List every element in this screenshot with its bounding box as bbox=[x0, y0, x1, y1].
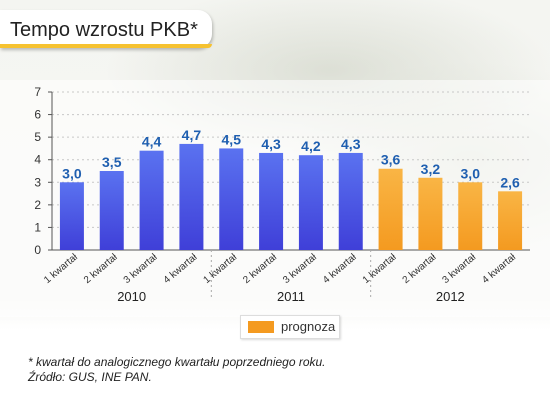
bar bbox=[99, 171, 124, 250]
bar-value-label: 3,0 bbox=[461, 165, 481, 181]
x-tick-label: 3 kwartał bbox=[122, 251, 160, 286]
y-tick-label: 0 bbox=[34, 243, 41, 257]
bar-value-label: 3,5 bbox=[102, 154, 122, 170]
bar-value-label: 3,0 bbox=[62, 165, 82, 181]
y-tick-label: 7 bbox=[34, 85, 41, 99]
bar-forecast bbox=[418, 177, 443, 250]
title-accent-bar bbox=[0, 44, 212, 48]
x-tick-label: 2 kwartał bbox=[241, 251, 279, 286]
bar-value-label: 2,6 bbox=[500, 174, 520, 190]
year-label: 2011 bbox=[277, 289, 305, 304]
bar-value-label: 4,3 bbox=[261, 136, 281, 152]
bar bbox=[59, 182, 84, 250]
bar bbox=[139, 150, 164, 250]
x-tick-label: 3 kwartał bbox=[440, 251, 478, 286]
x-tick-label: 3 kwartał bbox=[281, 251, 319, 286]
footnote-line: * kwartał do analogicznego kwartału popr… bbox=[28, 355, 326, 369]
year-label: 2012 bbox=[436, 289, 465, 304]
y-tick-label: 2 bbox=[34, 198, 41, 212]
x-tick-label: 2 kwartał bbox=[82, 251, 120, 286]
footnote: * kwartał do analogicznego kwartału popr… bbox=[28, 355, 326, 385]
bar bbox=[338, 152, 363, 250]
legend: prognoza bbox=[240, 315, 340, 339]
x-tick-label: 2 kwartał bbox=[401, 251, 439, 286]
bar-forecast bbox=[498, 191, 523, 250]
x-tick-label: 4 kwartał bbox=[480, 251, 518, 286]
bar-value-label: 3,2 bbox=[421, 161, 441, 177]
legend-swatch-forecast bbox=[248, 321, 274, 333]
x-tick-label: 4 kwartał bbox=[321, 251, 359, 286]
bar-value-label: 3,6 bbox=[381, 152, 401, 168]
y-tick-label: 4 bbox=[34, 153, 41, 167]
bar bbox=[179, 143, 204, 250]
bar bbox=[298, 155, 323, 250]
x-tick-label: 4 kwartał bbox=[162, 251, 200, 286]
y-tick-label: 5 bbox=[34, 130, 41, 144]
bar-value-label: 4,4 bbox=[142, 134, 162, 150]
bar-forecast bbox=[458, 182, 483, 250]
year-label: 2010 bbox=[117, 289, 146, 304]
x-tick-label: 1 kwartał bbox=[361, 251, 399, 286]
source-line: Źródło: GUS, INE PAN. bbox=[28, 370, 152, 384]
bar bbox=[219, 148, 244, 250]
bar-forecast bbox=[378, 168, 403, 250]
y-tick-label: 1 bbox=[34, 220, 41, 234]
bar-value-label: 4,2 bbox=[301, 138, 321, 154]
y-tick-label: 3 bbox=[34, 175, 41, 189]
y-tick-label: 6 bbox=[34, 108, 41, 122]
x-tick-label: 1 kwartał bbox=[201, 251, 239, 286]
title-box: Tempo wzrostu PKB* bbox=[0, 10, 212, 48]
bar bbox=[259, 152, 284, 250]
chart-title: Tempo wzrostu PKB* bbox=[10, 19, 198, 41]
bar-value-label: 4,7 bbox=[182, 127, 202, 143]
legend-label: prognoza bbox=[281, 319, 336, 334]
x-tick-label: 1 kwartał bbox=[42, 251, 80, 286]
bar-value-label: 4,5 bbox=[222, 131, 242, 147]
bar-value-label: 4,3 bbox=[341, 136, 361, 152]
